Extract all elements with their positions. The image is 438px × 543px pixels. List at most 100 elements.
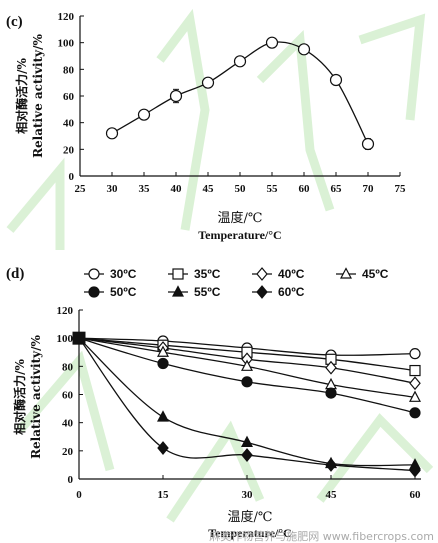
legend-label: 55ºC <box>194 285 221 299</box>
y-tick-label: 120 <box>58 11 75 23</box>
y-tick-label: 80 <box>63 64 75 76</box>
data-point <box>157 357 169 370</box>
legend-marker <box>256 267 268 281</box>
y-tick-label: 0 <box>69 171 75 183</box>
data-point <box>233 55 247 68</box>
data-point <box>409 364 421 377</box>
legend-marker <box>340 267 352 279</box>
legend-item: 40ºC <box>252 267 305 281</box>
start-point <box>72 331 86 345</box>
legend-item: 35ºC <box>168 267 221 281</box>
legend-label: 35ºC <box>194 267 221 281</box>
data-point <box>241 448 253 462</box>
y-tick-label: 40 <box>62 418 74 430</box>
y-tick-label: 100 <box>58 38 75 50</box>
x-tick-label: 75 <box>395 183 407 195</box>
data-point <box>241 359 253 371</box>
panel-d: (d) 30ºC 35ºC 40ºC 45ºC 50ºC 55ºC 60ºC 0 20 40 60… <box>6 266 421 540</box>
x-tick-label: 30 <box>242 489 254 501</box>
ticks-c: 0 20 40 60 80 100 120 25 30 35 40 45 50 55 60 65 70 75 <box>58 11 407 195</box>
panel-label-d: (d) <box>6 266 24 282</box>
watermark-text: 麻类作物营养与施肥网 www.fibercrops.com <box>209 529 434 543</box>
x-label-cn-d: 温度/℃ <box>228 509 273 525</box>
data-point <box>297 43 311 56</box>
series-d <box>72 331 421 478</box>
legend-item: 45ºC <box>336 267 389 281</box>
y-tick-label: 100 <box>57 333 74 345</box>
data-point <box>329 73 343 87</box>
data-point <box>409 376 421 391</box>
x-tick-label: 45 <box>203 183 215 195</box>
legend-label: 40ºC <box>278 267 305 281</box>
y-tick-label: 20 <box>63 144 75 156</box>
ticks-d: 0 20 40 60 80 100 120 0 15 30 45 60 <box>57 305 422 501</box>
x-tick-label: 60 <box>410 489 422 501</box>
legend-item: 50ºC <box>84 285 137 299</box>
watermark-graphic <box>6 8 434 523</box>
x-label-en-c: Temperature/°C <box>198 228 281 242</box>
y-label-en-d: Relative activity/% <box>29 334 43 458</box>
data-point <box>265 36 279 49</box>
x-tick-label: 65 <box>331 183 343 195</box>
y-tick-label: 0 <box>68 474 74 486</box>
data-point <box>157 410 169 422</box>
data-point <box>201 76 215 89</box>
x-tick-label: 70 <box>363 183 375 195</box>
data-point <box>409 348 421 360</box>
x-tick-label: 60 <box>299 183 311 195</box>
x-label-cn-c: 温度/℃ <box>218 210 263 226</box>
y-label-cn-c: 相对酶活力/% <box>14 58 29 134</box>
legend: 30ºC 35ºC 40ºC 45ºC 50ºC 55ºC 60ºC <box>84 267 389 299</box>
x-tick-label: 15 <box>158 489 170 501</box>
x-tick-label: 0 <box>76 489 82 501</box>
y-label-en-c: Relative activity/% <box>31 33 45 157</box>
x-tick-label: 50 <box>235 183 247 195</box>
panel-c: (c) 0 20 40 60 80 100 120 25 30 35 40 45 50 55 60 65 70 7… <box>6 11 406 242</box>
legend-item: 55ºC <box>168 285 221 299</box>
y-label-cn-d: 相对酶活力/% <box>12 359 27 435</box>
legend-label: 30ºC <box>110 267 137 281</box>
legend-marker <box>172 285 184 297</box>
legend-item: 30ºC <box>84 267 137 281</box>
legend-label: 45ºC <box>362 267 389 281</box>
legend-marker <box>88 286 100 298</box>
data-point <box>241 376 253 388</box>
series-45c <box>78 337 421 402</box>
series-60c <box>78 337 421 478</box>
x-tick-label: 45 <box>326 489 338 501</box>
data-point <box>169 89 183 103</box>
data-point <box>137 108 151 121</box>
series-c <box>105 36 375 151</box>
data-point <box>325 387 337 399</box>
data-point <box>157 345 169 357</box>
x-tick-label: 55 <box>267 183 279 195</box>
x-tick-label: 25 <box>75 183 87 195</box>
data-point <box>409 407 421 419</box>
y-tick-label: 120 <box>57 305 74 317</box>
legend-label: 50ºC <box>110 285 137 299</box>
legend-label: 60ºC <box>278 285 305 299</box>
y-tick-label: 20 <box>62 446 74 458</box>
legend-item: 60ºC <box>252 285 305 299</box>
data-point <box>325 360 337 375</box>
y-tick-label: 80 <box>62 361 74 373</box>
legend-marker <box>88 268 100 280</box>
data-point <box>105 127 119 140</box>
data-point <box>241 435 253 447</box>
y-tick-label: 60 <box>62 390 74 402</box>
x-label-en-d: Temperature/°C <box>208 526 291 540</box>
x-tick-label: 30 <box>107 183 119 195</box>
data-point <box>361 137 375 151</box>
y-tick-label: 60 <box>63 91 75 103</box>
data-point <box>157 441 169 455</box>
series-50c <box>78 337 421 419</box>
data-point <box>409 390 421 402</box>
y-tick-label: 40 <box>63 118 75 130</box>
data-point <box>409 463 421 478</box>
panel-label-c: (c) <box>6 14 23 30</box>
x-tick-label: 40 <box>171 183 183 195</box>
legend-marker <box>256 285 268 299</box>
legend-marker <box>172 268 184 280</box>
data-point <box>325 457 337 472</box>
